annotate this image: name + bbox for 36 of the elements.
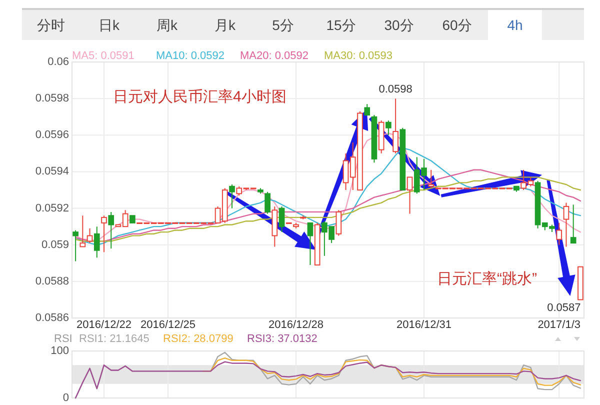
annotation: 0.0587 [547,302,581,314]
x-tick-label: 2017/1/3 [538,319,581,331]
legend-item: MA20: 0.0592 [240,50,308,62]
legend-item: MA30: 0.0593 [324,50,392,62]
legend-item: RSI3: 37.0132 [247,333,318,345]
y-tick-label: 0.0598 [35,92,69,105]
tab-label: 分时 [37,17,65,33]
y-tick-label: 100 [50,345,69,357]
legend-item: MA10: 0.0592 [156,50,224,62]
legend-item: RSI2: 28.0799 [163,333,234,345]
tab-label: 15分 [326,17,356,33]
tab-label: 5分 [272,17,294,33]
x-tick-label: 2016/12/28 [268,319,324,331]
tab-label: 4h [507,17,523,33]
legend-item: MA5: 0.0591 [72,50,134,62]
title: RSI [54,333,72,345]
value-label: 0.0598 [378,84,412,96]
tab-label: 周k [156,17,178,33]
title: 日元对人民币汇率4小时图 [112,88,286,106]
tab-label: 日k [98,17,120,33]
legend-item: RSI1: 21.1645 [79,333,150,345]
y-tick-label: 0.059 [41,238,69,251]
x-tick-label: 2016/12/22 [76,319,132,331]
annotation: 日元汇率“跳水” [437,270,538,288]
y-tick-label: 0.0588 [35,275,69,288]
tab-label: 30分 [384,17,414,33]
tab-label: 月k [214,17,236,33]
x-tick-label: 2016/12/31 [396,319,452,331]
y-tick-label: 0.0592 [35,202,69,214]
x-tick-label: 2016/12/25 [140,319,196,331]
y-tick-label: 0.0586 [35,312,69,324]
y-tick-label: 0.0594 [35,166,69,178]
y-tick-label: 0 [62,392,69,404]
tab-label: 60分 [442,17,472,33]
y-tick-label: 0.0596 [35,129,69,142]
y-tick-label: 0.06 [48,56,69,68]
